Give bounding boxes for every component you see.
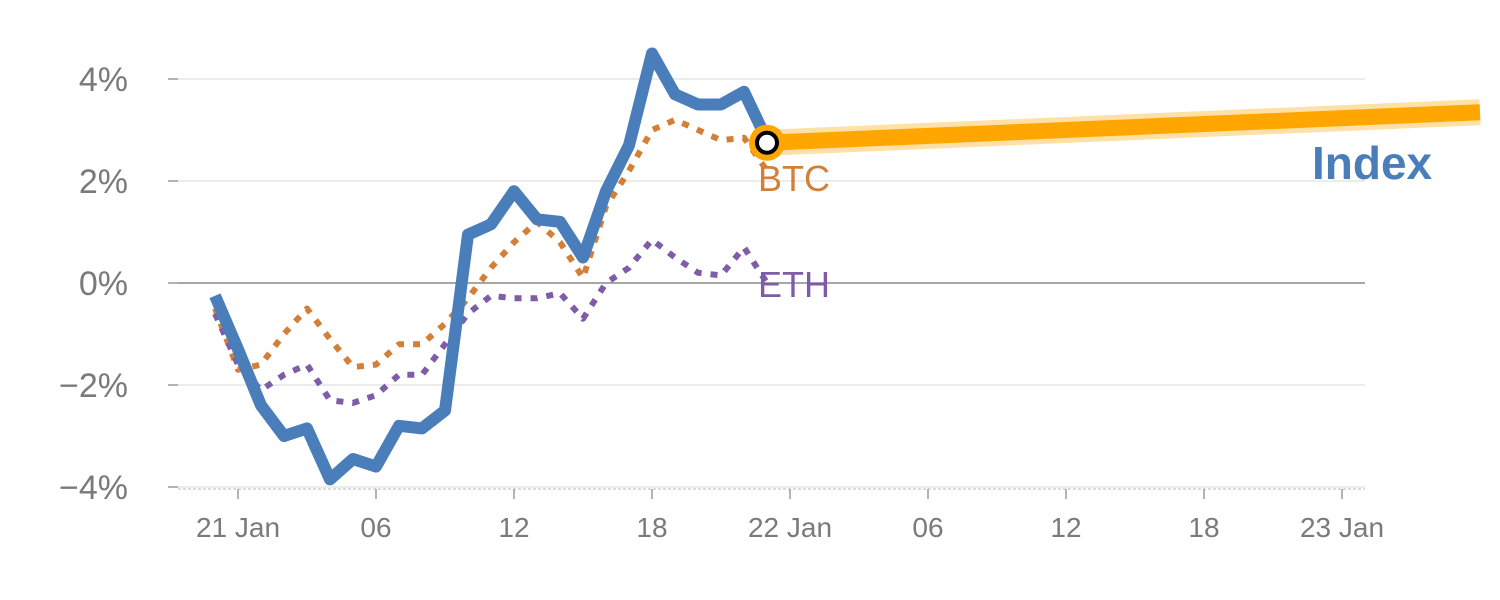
x-tick-label: 18: [1188, 512, 1219, 543]
y-tick-label: 2%: [79, 163, 128, 201]
y-axis: −4% −2% 0% 2% 4%: [59, 61, 178, 507]
y-tick-label: −4%: [59, 469, 128, 507]
series-label-btc: BTC: [758, 158, 830, 199]
x-tick-label: 06: [360, 512, 391, 543]
y-tick-label: 4%: [79, 61, 128, 99]
y-tick-label: −2%: [59, 367, 128, 405]
current-marker: [755, 130, 779, 155]
x-tick-label: 12: [498, 512, 529, 543]
forecast-line: [766, 104, 1481, 151]
x-tick-label: 22 Jan: [748, 512, 832, 543]
x-tick-label: 06: [912, 512, 943, 543]
current-value-marker-group: [749, 124, 785, 161]
index-series-line: [209, 47, 773, 486]
x-tick-label: 12: [1050, 512, 1081, 543]
grid-lines: [178, 78, 1365, 488]
series-lines: [209, 47, 1481, 486]
x-tick-label: 18: [636, 512, 667, 543]
x-tick-label: 23 Jan: [1300, 512, 1384, 543]
series-label-index: Index: [1312, 137, 1433, 189]
series-labels: Index BTC ETH: [758, 137, 1433, 305]
x-axis: 21 Jan 06 12 18 22 Jan 06 12 18 23 Jan: [178, 488, 1384, 543]
y-tick-label: 0%: [79, 265, 128, 303]
x-tick-label: 21 Jan: [196, 512, 280, 543]
btc-series-line: [212, 116, 770, 373]
series-label-eth: ETH: [758, 264, 830, 305]
